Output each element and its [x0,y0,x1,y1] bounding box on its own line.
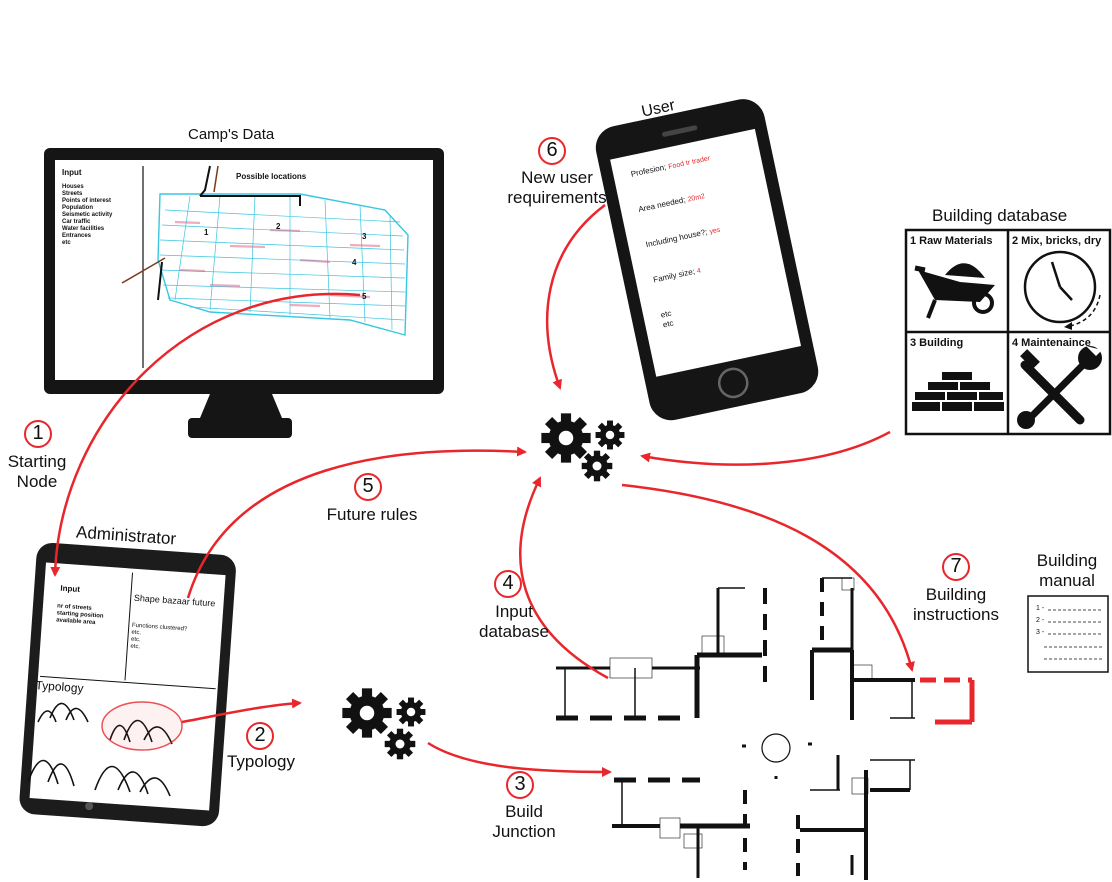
smartphone [595,99,819,421]
arrow-input-database [519,476,609,680]
wheelbarrow-icon [914,263,995,319]
location-number: 1 [204,228,209,237]
camp-map-title: Possible locations [236,172,307,181]
phone-field-value: yes [708,226,722,236]
camp-map [121,165,409,336]
admin-input-list: nr of streets starting position available … [56,603,104,627]
step-3-badge: 3 [506,771,534,799]
step-2-label: Typology [226,752,296,771]
admin-shape-list: Functions clustered? etc. etc. etc. [130,623,187,655]
location-number: 3 [362,232,367,241]
camp-input-list: Houses Streets Points of interest Populatio… [62,184,112,247]
db-cell-building: 3 Building [910,337,964,349]
step-3-label: Build Junction [492,802,556,841]
db-cell-raw-materials: 1 Raw Materials [910,235,993,247]
flow-arrows [50,204,915,777]
monitor [44,148,444,438]
camp-input-item: etc [62,240,71,246]
building-database-title: Building database [932,206,1068,225]
admin-typology-heading: Typology [35,678,84,696]
step-6-badge: 6 [538,137,566,165]
step-5-label: Future rules [326,505,418,524]
manual-line-3: 3 - [1036,629,1045,636]
clock-icon [1023,250,1101,330]
admin-screen-text: Input nr of streets starting position avai… [31,567,227,815]
arrow-new-user [545,204,606,390]
db-cell-maintenance: 4 Maintenaince [1012,337,1091,349]
camp-input-item: Water facilities [62,226,105,232]
arrow-database-to-gears [640,430,891,466]
typology-sketches [27,702,173,797]
arrow-build-junction [427,741,612,777]
manual-line-2: 2 - [1036,617,1045,624]
step-2-badge: 2 [246,722,274,750]
bricks-icon [912,372,1004,411]
db-cell-mix-bricks: 2 Mix, bricks, dry [1012,235,1102,247]
camp-input-item: Seismetic activity [62,212,113,218]
admin-shape-heading: Shape bazaar future [133,592,216,609]
camp-input-item: Points of interest [62,198,112,204]
tools-icon [1017,346,1102,429]
arrow-building-instructions [621,483,915,672]
camp-input-heading: Input [62,168,82,177]
camp-input-item: Houses [62,184,84,190]
camp-input-item: Entrances [62,233,92,239]
gears-typology [342,688,426,760]
step-7-badge: 7 [942,553,970,581]
step-6-label: New user requirements [507,168,607,207]
manual-line-1: 1 - [1036,605,1045,612]
gears-center [541,413,625,482]
arrow-typology [181,698,302,724]
typology-highlight [101,701,183,751]
building-manual-title: Building manual [1036,551,1098,590]
arrow-future-rules [186,446,527,599]
camp-input-item: Streets [62,191,83,197]
phone-field-value: 20m2 [687,193,706,204]
step-5-badge: 5 [354,473,382,501]
camp-input-item: Car traffic [62,219,91,225]
step-1-label: Starting Node [7,452,67,491]
admin-input-heading: Input [60,583,81,594]
building-manual-doc [1027,595,1109,673]
location-number: 2 [276,222,281,231]
step-4-badge: 4 [494,570,522,598]
tablet [19,542,236,827]
step-4-label: Input database [479,602,549,641]
camp-input-item: Population [62,205,93,211]
phone-field-value: 4 [696,267,702,276]
junction-plan [556,577,975,880]
step-1-badge: 1 [24,420,52,448]
step-7-label: Building instructions [913,585,999,624]
location-number: 4 [352,258,357,267]
arrow-starting-node [50,292,361,577]
location-number: 5 [362,292,367,301]
camp-data-title: Camp's Data [188,126,275,143]
